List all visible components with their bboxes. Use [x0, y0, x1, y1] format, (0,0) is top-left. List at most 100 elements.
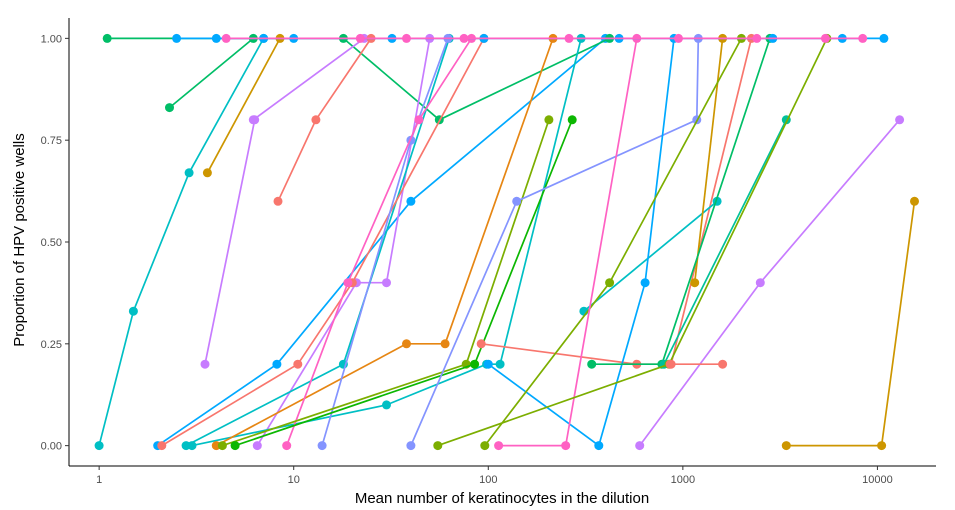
data-point: [402, 33, 411, 43]
data-point: [128, 306, 138, 316]
ticks: 1 10 100 1000 10000 0.00 0.25 0.50 0.75 1.00: [41, 33, 893, 486]
series-line: [256, 38, 431, 447]
data-point: [483, 359, 493, 369]
y-tick-label: 0.25: [41, 339, 62, 351]
data-point: [587, 359, 597, 369]
data-point: [567, 115, 577, 125]
series-8: [273, 33, 376, 206]
series-12: [187, 33, 586, 451]
series-14: [317, 33, 453, 451]
data-point: [414, 115, 424, 125]
series-13: [211, 33, 558, 451]
data-point: [480, 441, 490, 451]
data-point: [248, 115, 258, 125]
data-point: [293, 359, 303, 369]
y-tick-label: 0.00: [41, 441, 62, 453]
data-point: [561, 441, 571, 451]
data-point: [752, 33, 762, 43]
data-point: [594, 441, 604, 451]
y-tick-label: 1.00: [41, 33, 62, 45]
data-point: [221, 33, 231, 43]
data-point: [895, 115, 905, 125]
series-line: [98, 37, 265, 446]
data-point: [272, 359, 282, 369]
y-axis-title: Proportion of HPV positive wells: [11, 133, 28, 346]
series-2: [102, 33, 615, 125]
series-line: [285, 37, 473, 446]
series-26: [635, 115, 905, 451]
data-point: [230, 441, 240, 451]
x-tick-label: 100: [479, 474, 497, 486]
data-point: [402, 339, 411, 349]
series-6: [200, 115, 260, 369]
data-point: [459, 33, 469, 43]
data-point: [755, 278, 765, 288]
series-layer: [94, 33, 919, 451]
series-line: [215, 38, 554, 447]
data-point: [858, 33, 868, 43]
data-point: [470, 359, 480, 369]
x-axis-title: Mean number of keratinocytes in the dilu…: [355, 490, 649, 507]
series-line: [639, 119, 901, 447]
series-32: [221, 33, 868, 43]
x-tick-label: 1000: [671, 474, 695, 486]
series-20: [579, 196, 722, 316]
series-28: [781, 196, 919, 451]
data-point: [433, 441, 443, 451]
data-point: [102, 33, 112, 43]
series-line: [591, 38, 771, 366]
data-point: [690, 278, 700, 288]
y-tick-label: 0.75: [41, 135, 62, 147]
data-point: [317, 441, 327, 451]
series-25: [494, 33, 642, 451]
data-point: [157, 441, 167, 451]
data-point: [910, 196, 919, 206]
data-point: [440, 339, 450, 349]
data-point: [820, 33, 830, 43]
data-point: [282, 441, 292, 451]
data-point: [605, 278, 615, 288]
series-line: [277, 37, 372, 202]
data-point: [564, 33, 574, 43]
y-tick-label: 0.50: [41, 237, 62, 249]
data-point: [406, 441, 416, 451]
data-point: [202, 168, 212, 178]
series-line: [693, 38, 724, 283]
data-point: [217, 441, 227, 451]
series-18: [406, 33, 703, 451]
data-point: [674, 33, 683, 43]
data-point: [877, 441, 887, 451]
series-line: [487, 38, 675, 447]
data-point: [495, 359, 505, 369]
data-point: [665, 359, 675, 369]
axes: [68, 18, 936, 467]
data-point: [718, 359, 728, 369]
data-point: [512, 196, 522, 206]
data-point: [382, 278, 391, 288]
series-line: [206, 37, 281, 174]
data-point: [94, 441, 104, 451]
series-line: [410, 38, 700, 446]
data-point: [355, 33, 365, 43]
x-tick-label: 10: [288, 474, 300, 486]
series-line: [204, 119, 256, 365]
series-22: [690, 33, 728, 288]
data-point: [635, 441, 645, 451]
data-point: [273, 196, 283, 206]
x-tick-label: 1: [96, 474, 102, 486]
series-line: [663, 119, 788, 365]
series-23: [480, 33, 746, 451]
x-tick-label: 10000: [862, 474, 893, 486]
series-line: [583, 200, 718, 312]
data-point: [781, 441, 791, 451]
series-21: [483, 33, 679, 451]
series-line: [168, 37, 254, 109]
data-point: [211, 33, 221, 43]
data-point: [311, 115, 321, 125]
data-point: [544, 115, 554, 125]
data-point: [879, 33, 889, 43]
data-point: [172, 33, 182, 43]
series-5: [202, 33, 285, 178]
series-17: [230, 115, 577, 451]
